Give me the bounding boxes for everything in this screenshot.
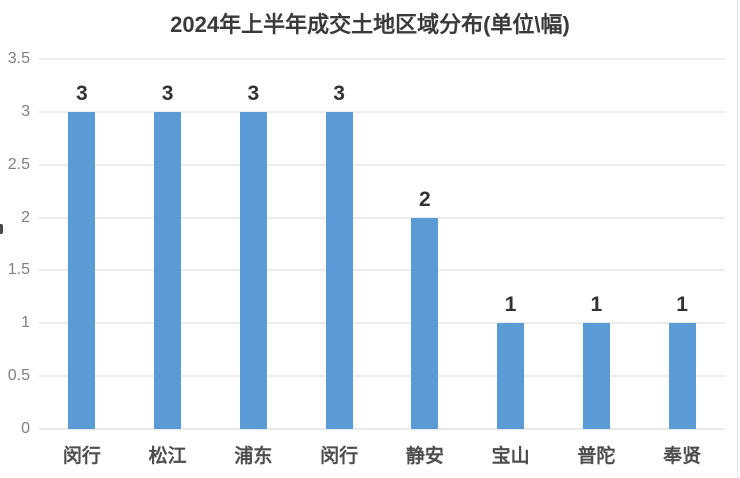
y-tick-label: 0 bbox=[21, 420, 30, 437]
category-label-闵行: 闵行 bbox=[62, 446, 101, 467]
y-tick-label: 3.5 bbox=[7, 50, 30, 67]
gridline bbox=[39, 322, 725, 324]
category-label-普陀: 普陀 bbox=[577, 446, 616, 467]
bar-value-label: 1 bbox=[504, 293, 517, 317]
y-tick-label: 2.5 bbox=[7, 155, 30, 173]
gridline bbox=[39, 58, 725, 60]
right-edge-border bbox=[737, 0, 738, 478]
gridline bbox=[39, 269, 725, 271]
gridline bbox=[39, 217, 725, 219]
bar-闵行 bbox=[68, 111, 96, 429]
y-tick-label: 0.5 bbox=[7, 367, 30, 385]
y-tick-label: 1.5 bbox=[7, 261, 30, 279]
category-label-静安: 静安 bbox=[405, 446, 444, 467]
category-label-闵行: 闵行 bbox=[320, 446, 359, 467]
category-label-浦东: 浦东 bbox=[234, 446, 273, 467]
category-label-宝山: 宝山 bbox=[491, 446, 530, 467]
y-tick-label: 2 bbox=[21, 208, 30, 226]
bar-松江 bbox=[154, 111, 182, 429]
y-axis: 0 0.5 1 1.5 2 2.5 3 3.5 bbox=[0, 51, 32, 437]
bar-value-label: 1 bbox=[590, 293, 603, 317]
bar-宝山 bbox=[497, 323, 525, 429]
x-axis-line bbox=[39, 428, 725, 430]
chart-title: 2024年上半年成交土地区域分布(单位\幅) bbox=[170, 12, 570, 37]
bar-浦东 bbox=[239, 111, 267, 429]
bar-value-label: 3 bbox=[333, 81, 345, 105]
bar-奉贤 bbox=[668, 323, 696, 429]
clipped-y-axis-title-fragment bbox=[0, 224, 3, 234]
bar-value-label: 3 bbox=[76, 81, 88, 105]
bar-普陀 bbox=[582, 323, 610, 429]
bar-value-label: 3 bbox=[247, 81, 260, 105]
bar-静安 bbox=[411, 217, 439, 429]
y-tick-label: 1 bbox=[21, 314, 30, 332]
bar-value-label: 1 bbox=[676, 293, 688, 317]
gridline bbox=[39, 111, 725, 113]
category-label-松江: 松江 bbox=[148, 446, 187, 467]
bar-闵行 bbox=[325, 111, 353, 429]
bar-value-label: 2 bbox=[419, 187, 431, 211]
y-tick-label: 3 bbox=[21, 102, 30, 120]
x-axis: 闵行 松江 浦东 闵行 静安 宝山 普陀 奉贤 bbox=[39, 444, 725, 472]
plot-area: 3 3 3 3 2 1 1 1 bbox=[39, 58, 725, 430]
bar-value-label: 3 bbox=[161, 81, 174, 105]
gridline bbox=[39, 164, 725, 166]
category-label-奉贤: 奉贤 bbox=[663, 446, 702, 467]
gridline bbox=[39, 375, 725, 377]
